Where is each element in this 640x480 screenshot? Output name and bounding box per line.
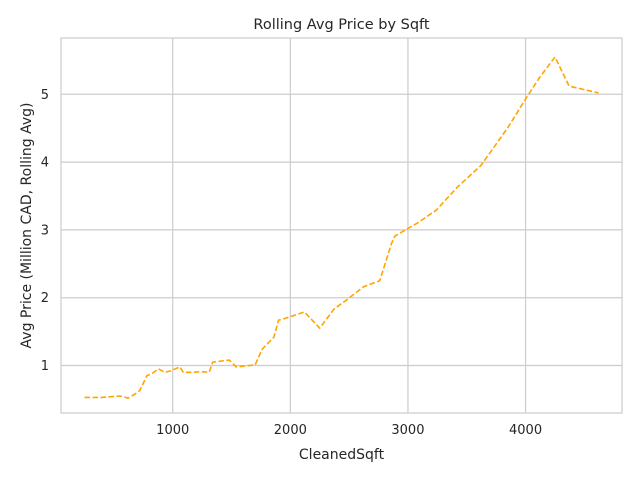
x-axis-label: CleanedSqft (299, 447, 385, 463)
y-tick-label: 1 (41, 359, 49, 374)
chart-title: Rolling Avg Price by Sqft (253, 17, 429, 33)
tick-labels: 1000 2000 3000 4000 1 2 3 4 5 (41, 88, 542, 438)
x-tick-label: 1000 (156, 423, 189, 438)
y-tick-label: 5 (41, 88, 49, 103)
y-tick-label: 4 (41, 156, 49, 171)
y-tick-label: 3 (41, 223, 49, 238)
x-tick-label: 4000 (509, 423, 542, 438)
x-tick-label: 3000 (391, 423, 424, 438)
y-tick-label: 2 (41, 291, 49, 306)
plot-frame (60, 37, 623, 414)
series-line (84, 56, 599, 399)
y-axis-label: Avg Price (Million CAD, Rolling Avg) (19, 103, 35, 349)
x-tick-label: 2000 (274, 423, 307, 438)
